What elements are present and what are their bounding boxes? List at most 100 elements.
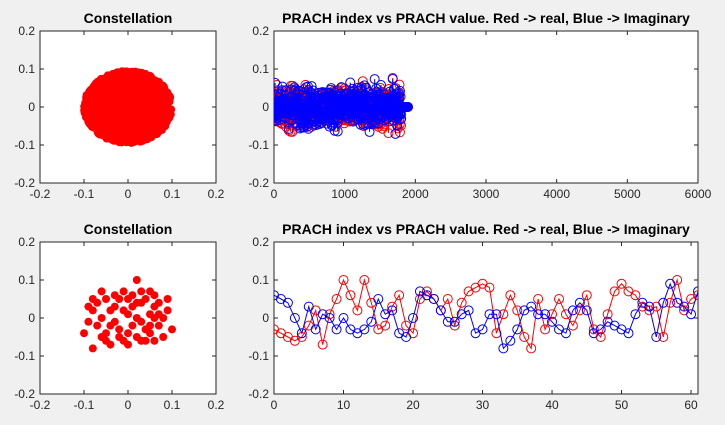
series-marker bbox=[331, 324, 342, 335]
series-marker bbox=[553, 294, 564, 304]
series-marker bbox=[547, 309, 558, 320]
y-tick-label: 0.1 bbox=[252, 62, 269, 76]
series-marker bbox=[395, 91, 406, 102]
series-marker bbox=[595, 324, 606, 335]
data-point bbox=[106, 306, 115, 315]
chart-title: Constellation bbox=[84, 10, 173, 26]
x-tick-label: 10 bbox=[337, 398, 351, 412]
series-marker bbox=[609, 286, 620, 297]
series-marker bbox=[330, 88, 341, 99]
x-tick-label: 30 bbox=[476, 398, 490, 412]
data-point bbox=[123, 100, 132, 109]
series-marker bbox=[567, 305, 578, 316]
series-marker bbox=[574, 297, 585, 308]
data-point bbox=[154, 79, 163, 88]
data-point bbox=[134, 73, 143, 82]
series-marker bbox=[484, 309, 495, 320]
series-marker bbox=[665, 278, 676, 289]
x-tick-label: 20 bbox=[406, 398, 420, 412]
data-point bbox=[138, 89, 147, 98]
series-marker bbox=[505, 335, 516, 346]
series-marker bbox=[387, 73, 398, 84]
y-tick-label: 0 bbox=[262, 311, 269, 325]
series-marker bbox=[533, 309, 544, 320]
data-point bbox=[93, 321, 102, 330]
data-point bbox=[113, 72, 122, 81]
data-point bbox=[138, 131, 147, 140]
series-marker bbox=[651, 332, 662, 342]
x-tick-label: -0.1 bbox=[74, 187, 95, 201]
axes-3: Constellation -0.2 -0.1 0 0.1 0.2 -0.2 -0.1 0 0.1… bbox=[14, 221, 224, 412]
x-tick-label: 4000 bbox=[543, 187, 570, 201]
chart-title: PRACH index vs PRACH value. Red -> real,… bbox=[282, 221, 690, 237]
data-point bbox=[97, 126, 106, 135]
data-point bbox=[115, 325, 124, 334]
data-point bbox=[119, 306, 128, 315]
data-point bbox=[119, 83, 128, 92]
data-point bbox=[110, 78, 119, 87]
series-marker bbox=[547, 316, 558, 327]
data-point bbox=[163, 306, 172, 315]
y-tick-label: 0.1 bbox=[18, 273, 35, 287]
data-point bbox=[97, 333, 106, 341]
data-point bbox=[124, 340, 132, 349]
data-point bbox=[90, 111, 99, 120]
series-marker bbox=[314, 119, 325, 130]
y-tick-label: 0 bbox=[28, 311, 35, 325]
data-point bbox=[158, 108, 167, 117]
series-marker bbox=[644, 301, 655, 312]
data-point bbox=[137, 287, 146, 296]
data-point bbox=[97, 314, 106, 322]
data-point bbox=[168, 325, 176, 334]
x-tick-label: 0.2 bbox=[208, 398, 225, 412]
y-tick-label: -0.2 bbox=[14, 176, 35, 190]
series-marker bbox=[394, 85, 405, 96]
series-marker bbox=[456, 297, 467, 308]
data-point bbox=[141, 325, 150, 334]
data-point bbox=[129, 112, 138, 121]
data-point bbox=[108, 93, 117, 102]
data-point bbox=[88, 344, 97, 353]
series-marker bbox=[283, 123, 294, 134]
series-marker bbox=[540, 309, 551, 320]
data-point bbox=[124, 76, 133, 85]
series-marker bbox=[623, 328, 634, 339]
series-marker bbox=[326, 120, 337, 131]
plot-area bbox=[273, 241, 699, 395]
x-tick-label: 0.1 bbox=[164, 187, 181, 201]
series-marker bbox=[395, 120, 406, 131]
axes-2: PRACH index vs PRACH value. Red -> real,… bbox=[248, 10, 711, 201]
y-tick-label: -0.2 bbox=[14, 387, 35, 401]
data-point bbox=[141, 295, 150, 303]
series-marker bbox=[317, 339, 328, 350]
series-marker bbox=[352, 305, 363, 316]
data-point bbox=[88, 87, 97, 96]
data-point bbox=[105, 127, 114, 136]
x-tick-label: 0 bbox=[125, 187, 132, 201]
series-marker bbox=[383, 128, 394, 139]
data-point bbox=[150, 314, 159, 322]
series-marker bbox=[373, 294, 384, 304]
data-point bbox=[84, 108, 93, 117]
series-line bbox=[274, 278, 698, 350]
series-marker bbox=[526, 343, 537, 354]
data-point bbox=[84, 117, 93, 126]
data-point bbox=[154, 321, 163, 330]
data-point bbox=[128, 321, 137, 330]
series-marker bbox=[512, 305, 523, 316]
series-marker bbox=[303, 301, 314, 312]
y-tick-label: 0.2 bbox=[18, 24, 35, 38]
series-marker bbox=[519, 332, 530, 342]
series-marker bbox=[332, 126, 343, 137]
y-tick-label: -0.2 bbox=[248, 387, 269, 401]
series-marker bbox=[491, 328, 502, 339]
data-point bbox=[97, 87, 106, 96]
x-tick-label: 5000 bbox=[614, 187, 641, 201]
data-point bbox=[132, 314, 141, 322]
data-point bbox=[133, 100, 142, 109]
data-point bbox=[106, 340, 115, 349]
series-marker bbox=[658, 332, 669, 342]
series-marker bbox=[289, 82, 300, 93]
data-point bbox=[141, 78, 150, 87]
series-marker bbox=[463, 305, 474, 316]
